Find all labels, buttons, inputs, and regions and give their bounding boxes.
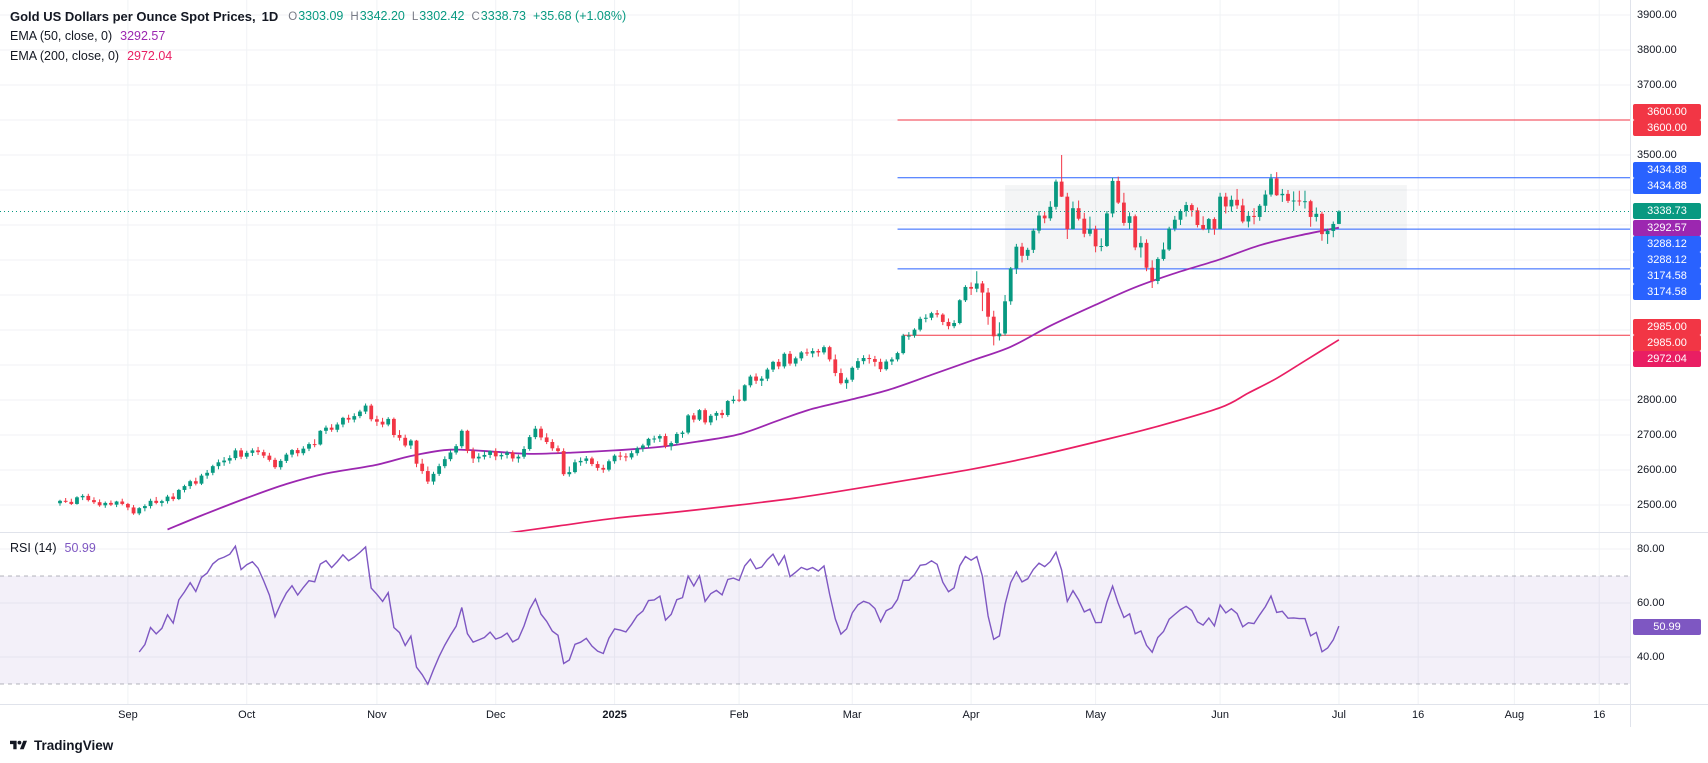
ema200-legend-row[interactable]: EMA (200, close, 0) 2972.04 (10, 46, 633, 66)
price-level-label: 3600.00 (1633, 104, 1701, 120)
grid-layer (0, 0, 1630, 704)
close-value: C3338.73 (471, 9, 526, 23)
price-level-label: 3288.12 (1633, 235, 1701, 252)
price-level-label: 3288.12 (1633, 251, 1701, 268)
level-lines-layer (897, 119, 1630, 336)
low-value: L3302.42 (411, 9, 465, 23)
time-tick-label: Sep (118, 709, 138, 721)
price-level-label: 3434.88 (1633, 161, 1701, 178)
time-axis[interactable]: Sep Oct Nov Dec 2025 Feb Mar Apr May Jun Jul 16 Aug 1… (0, 704, 1630, 727)
price-level-label: 2985.00 (1633, 319, 1701, 336)
time-tick-label: Dec (485, 709, 506, 721)
ema50-line[interactable] (167, 226, 1340, 531)
change-value: +35.68 (+1.08%) (532, 9, 627, 23)
time-tick-label: 16 (1412, 709, 1425, 721)
time-tick-label: Feb (729, 709, 749, 721)
price-level-label: 2985.00 (1633, 335, 1701, 352)
footer-bar: TradingView (0, 727, 1708, 763)
time-tick-label: Jun (1211, 709, 1229, 721)
ema50-legend-row[interactable]: EMA (50, close, 0) 3292.57 (10, 26, 633, 46)
rsi-value-label: 50.99 (1633, 619, 1701, 636)
price-tick-label: 2500.00 (1637, 499, 1677, 511)
open-value: O3303.09 (288, 9, 344, 23)
time-tick-label: 2025 (602, 709, 627, 721)
rsi-tick-label: 80.00 (1637, 543, 1665, 555)
price-tick-label: 3800.00 (1637, 44, 1677, 56)
chart-canvas[interactable] (0, 0, 1630, 704)
price-level-label: 3338.73 (1633, 203, 1701, 220)
ema50-name: EMA (50, close, 0) (10, 29, 113, 43)
rsi-tick-label: 40.00 (1637, 651, 1665, 663)
price-axis-separator (1630, 0, 1631, 727)
time-tick-label: 16 (1593, 709, 1606, 721)
time-tick-label: May (1085, 709, 1106, 721)
price-tick-label: 3900.00 (1637, 9, 1677, 21)
price-level-label: 3292.57 (1633, 219, 1701, 236)
consolidation-zone (1005, 185, 1407, 269)
time-tick-label: Oct (238, 709, 256, 721)
ema200-name: EMA (200, close, 0) (10, 49, 120, 63)
price-level-label: 3174.58 (1633, 283, 1701, 300)
price-axis[interactable]: 3900.003800.003700.003500.003400.002800.… (1630, 0, 1708, 727)
time-tick-label: Nov (367, 709, 387, 721)
price-tick-label: 2700.00 (1637, 429, 1677, 441)
rsi-band (0, 576, 1630, 684)
timeframe-label[interactable]: 1D (261, 8, 279, 24)
high-value: H3342.20 (350, 9, 405, 23)
time-tick-label: Mar (842, 709, 862, 721)
ema200-value: 2972.04 (127, 49, 173, 63)
time-axis-separator (0, 704, 1708, 705)
price-tick-label: 2800.00 (1637, 394, 1677, 406)
price-level-label: 3174.58 (1633, 267, 1701, 284)
rsi-value: 50.99 (64, 541, 96, 555)
price-level-label: 3434.88 (1633, 177, 1701, 194)
price-level-label: 3600.00 (1633, 120, 1701, 136)
pane-separator[interactable] (0, 532, 1708, 533)
time-tick-label: Jul (1331, 709, 1346, 721)
price-level-label: 2972.04 (1633, 351, 1701, 368)
rsi-legend[interactable]: RSI (14) 50.99 (10, 538, 96, 558)
time-tick-label: Aug (1504, 709, 1525, 721)
price-tick-label: 3500.00 (1637, 149, 1677, 161)
price-tick-label: 2600.00 (1637, 464, 1677, 476)
symbol-row[interactable]: Gold US Dollars per Ounce Spot Prices, 1… (10, 6, 633, 26)
tradingview-brand-text[interactable]: TradingView (34, 737, 114, 753)
price-tick-label: 3700.00 (1637, 79, 1677, 91)
ema50-value: 3292.57 (120, 29, 166, 43)
time-tick-label: Apr (962, 709, 980, 721)
rsi-line[interactable] (138, 544, 1340, 686)
rsi-tick-label: 60.00 (1637, 597, 1665, 609)
symbol-title[interactable]: Gold US Dollars per Ounce Spot Prices, (10, 8, 256, 24)
rsi-name: RSI (14) (10, 541, 57, 555)
ema200-line[interactable] (496, 339, 1340, 535)
tradingview-logo-icon[interactable] (10, 738, 27, 753)
main-legend: Gold US Dollars per Ounce Spot Prices, 1… (10, 6, 633, 66)
candles-layer[interactable] (58, 155, 1341, 516)
